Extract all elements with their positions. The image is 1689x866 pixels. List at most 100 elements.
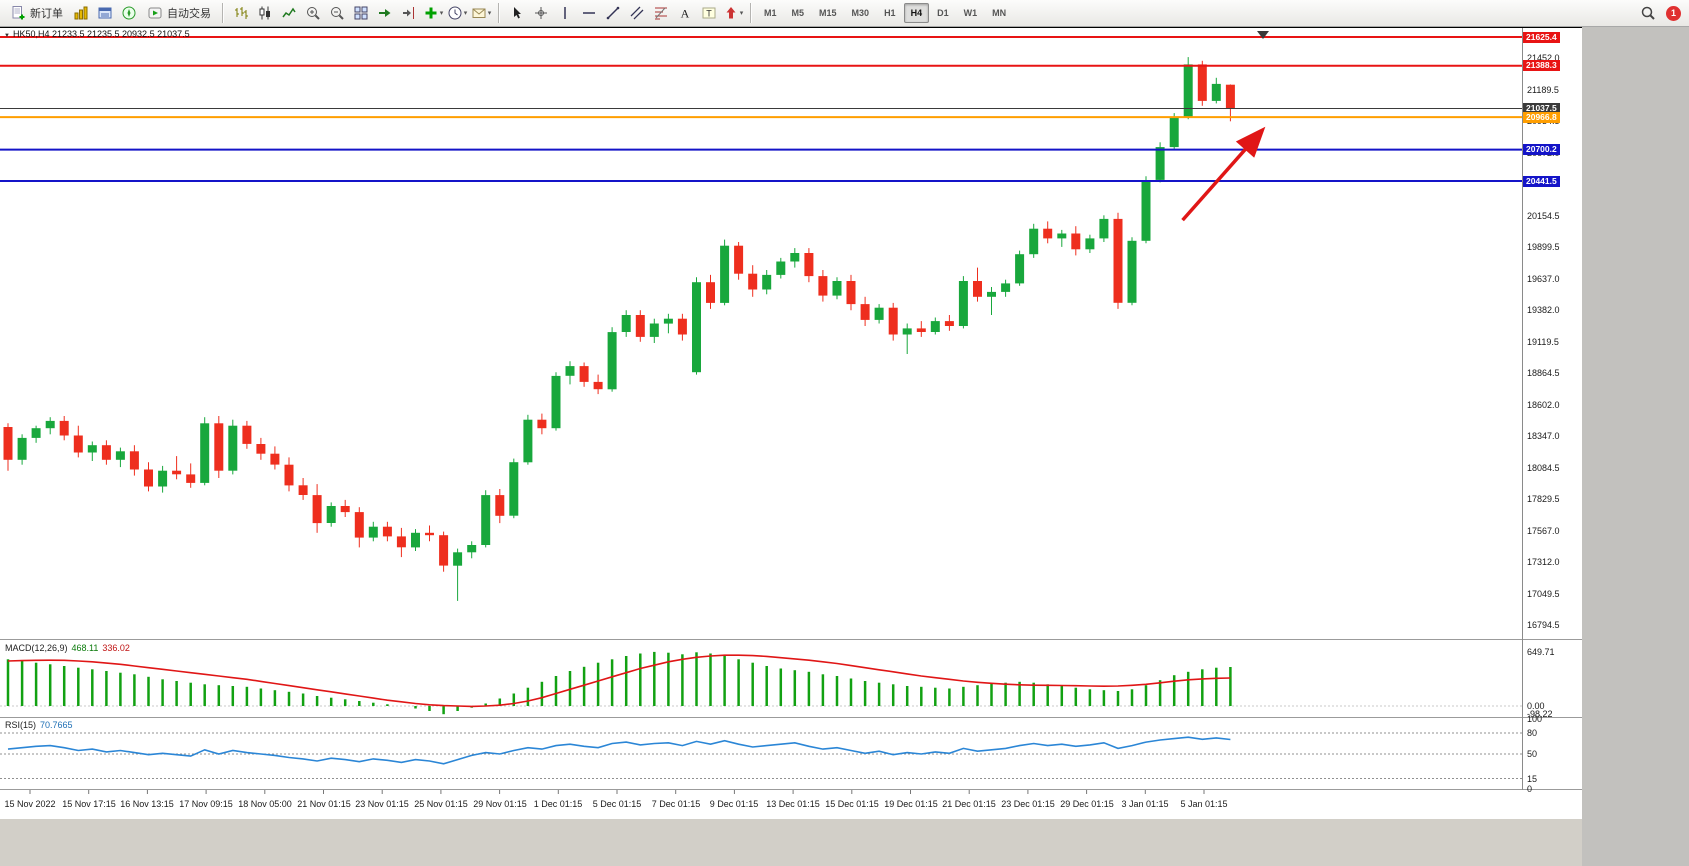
macd-signal-line bbox=[7, 654, 1231, 708]
fibonacci-button[interactable] bbox=[649, 2, 673, 24]
navigator-button[interactable] bbox=[117, 2, 141, 24]
macd-signal-value: 336.02 bbox=[102, 643, 130, 653]
data-window-icon bbox=[97, 5, 113, 21]
periods-clock-icon bbox=[447, 5, 463, 21]
rsi-line bbox=[7, 736, 1231, 765]
indicators-button[interactable]: ▾ bbox=[421, 2, 445, 24]
timeframe-m5-button[interactable]: M5 bbox=[791, 8, 805, 18]
status-bar bbox=[0, 819, 1582, 866]
arrows-button[interactable]: ▾ bbox=[721, 2, 745, 24]
market-watch-icon bbox=[73, 5, 89, 21]
text-button[interactable]: A bbox=[673, 2, 697, 24]
arrow-shape-icon bbox=[723, 5, 739, 21]
toolbar-separator bbox=[498, 3, 500, 23]
chart-shift-button[interactable] bbox=[397, 2, 421, 24]
indicators-icon bbox=[423, 5, 439, 21]
auto-scroll-button[interactable] bbox=[373, 2, 397, 24]
chart-window: 21452.0 21189.5 20934.5 20672.0 20417.0 20154… bbox=[0, 27, 1582, 820]
macd-label-text: MACD(12,26,9) bbox=[5, 643, 68, 653]
crosshair-button[interactable] bbox=[529, 2, 553, 24]
workspace-empty-area bbox=[1582, 27, 1689, 866]
trendline-button[interactable] bbox=[601, 2, 625, 24]
main-toolbar: 新订单 自动交易 ▾ ▾ ▾ A T ▾ M1 M5 M15 M30 H1 H4 D1 W1 M… bbox=[0, 0, 1689, 27]
autotrading-button[interactable]: 自动交易 bbox=[141, 2, 217, 24]
new-order-button[interactable]: 新订单 bbox=[4, 2, 69, 24]
equidistant-channel-icon bbox=[629, 5, 645, 21]
zoom-in-icon bbox=[305, 5, 321, 21]
timeframe-h4-button[interactable]: H4 bbox=[903, 3, 930, 23]
line-chart-icon bbox=[281, 5, 297, 21]
notification-badge[interactable]: 1 bbox=[1666, 5, 1681, 21]
zoom-in-button[interactable] bbox=[301, 2, 325, 24]
zoom-out-button[interactable] bbox=[325, 2, 349, 24]
time-axis-ticks bbox=[29, 790, 1205, 794]
toolbar-separator bbox=[750, 3, 752, 23]
symbol-ohlc-text: HK50,H4 21233.5 21235.5 20932.5 21037.5 bbox=[12, 29, 190, 39]
chevron-down-icon: ▾ bbox=[463, 10, 468, 17]
trend-arrow-annotation[interactable] bbox=[1181, 126, 1266, 222]
macd-main-value: 468.11 bbox=[71, 643, 99, 653]
chevron-down-icon: ▾ bbox=[439, 10, 444, 17]
tile-windows-icon bbox=[353, 5, 369, 21]
candlestick-chart-icon bbox=[257, 5, 273, 21]
text-label-icon: T bbox=[701, 5, 717, 21]
rsi-indicator-label: RSI(15) 70.7665 bbox=[5, 720, 73, 730]
rsi-level-lines bbox=[0, 732, 1522, 779]
search-button[interactable] bbox=[1636, 2, 1660, 24]
equidistant-channel-button[interactable] bbox=[625, 2, 649, 24]
chart-ohlc-label: ▼ HK50,H4 21233.5 21235.5 20932.5 21037.5 bbox=[4, 29, 190, 39]
toolbar-separator bbox=[222, 3, 224, 23]
svg-text:A: A bbox=[681, 7, 690, 21]
timeframe-m1-button[interactable]: M1 bbox=[764, 8, 777, 18]
macd-histogram-series bbox=[6, 651, 1232, 715]
horizontal-line-button[interactable] bbox=[577, 2, 601, 24]
cursor-button[interactable] bbox=[505, 2, 529, 24]
candlestick-chart-button[interactable] bbox=[253, 2, 277, 24]
chart-shift-marker[interactable] bbox=[1257, 31, 1269, 39]
candlestick-series bbox=[3, 57, 1235, 601]
timeframe-m15-button[interactable]: M15 bbox=[819, 8, 837, 18]
bar-chart-button[interactable] bbox=[229, 2, 253, 24]
auto-scroll-icon bbox=[377, 5, 393, 21]
price-chart-canvas[interactable] bbox=[0, 28, 1582, 820]
periods-button[interactable]: ▾ bbox=[445, 2, 469, 24]
text-a-icon: A bbox=[677, 5, 693, 21]
toolbar-right-group: 1 bbox=[1636, 2, 1685, 24]
data-window-button[interactable] bbox=[93, 2, 117, 24]
timeframe-w1-button[interactable]: W1 bbox=[963, 8, 978, 18]
timeframe-h1-button[interactable]: H1 bbox=[884, 8, 896, 18]
new-order-label: 新订单 bbox=[30, 8, 63, 20]
timeframe-d1-button[interactable]: D1 bbox=[937, 8, 949, 18]
rsi-value: 70.7665 bbox=[40, 720, 73, 730]
text-label-button[interactable]: T bbox=[697, 2, 721, 24]
rsi-label-text: RSI(15) bbox=[5, 720, 37, 730]
fibonacci-icon bbox=[653, 5, 669, 21]
trendline-icon bbox=[605, 5, 621, 21]
new-order-icon bbox=[10, 5, 26, 21]
zoom-out-icon bbox=[329, 5, 345, 21]
search-icon bbox=[1640, 5, 1656, 21]
timeframe-m30-button[interactable]: M30 bbox=[851, 8, 870, 18]
tile-windows-button[interactable] bbox=[349, 2, 373, 24]
horizontal-line-icon bbox=[581, 5, 597, 21]
navigator-icon bbox=[121, 5, 137, 21]
bar-chart-icon bbox=[233, 5, 249, 21]
market-watch-button[interactable] bbox=[69, 2, 93, 24]
templates-button[interactable]: ▾ bbox=[469, 2, 493, 24]
macd-indicator-label: MACD(12,26,9) 468.11 336.02 bbox=[5, 643, 130, 653]
autotrading-icon bbox=[147, 5, 163, 21]
cursor-icon bbox=[509, 5, 525, 21]
vertical-line-icon bbox=[557, 5, 573, 21]
svg-text:T: T bbox=[706, 9, 712, 19]
one-click-trading-toggle[interactable]: ▼ bbox=[4, 33, 10, 39]
crosshair-icon bbox=[533, 5, 549, 21]
timeframe-group: M1 M5 M15 M30 H1 H4 D1 W1 MN bbox=[757, 3, 1013, 23]
autotrading-label: 自动交易 bbox=[167, 8, 211, 20]
timeframe-mn-button[interactable]: MN bbox=[992, 8, 1007, 18]
chevron-down-icon: ▾ bbox=[487, 10, 492, 17]
chart-shift-icon bbox=[401, 5, 417, 21]
templates-icon bbox=[471, 5, 487, 21]
vertical-line-button[interactable] bbox=[553, 2, 577, 24]
chevron-down-icon: ▾ bbox=[739, 10, 744, 17]
line-chart-button[interactable] bbox=[277, 2, 301, 24]
